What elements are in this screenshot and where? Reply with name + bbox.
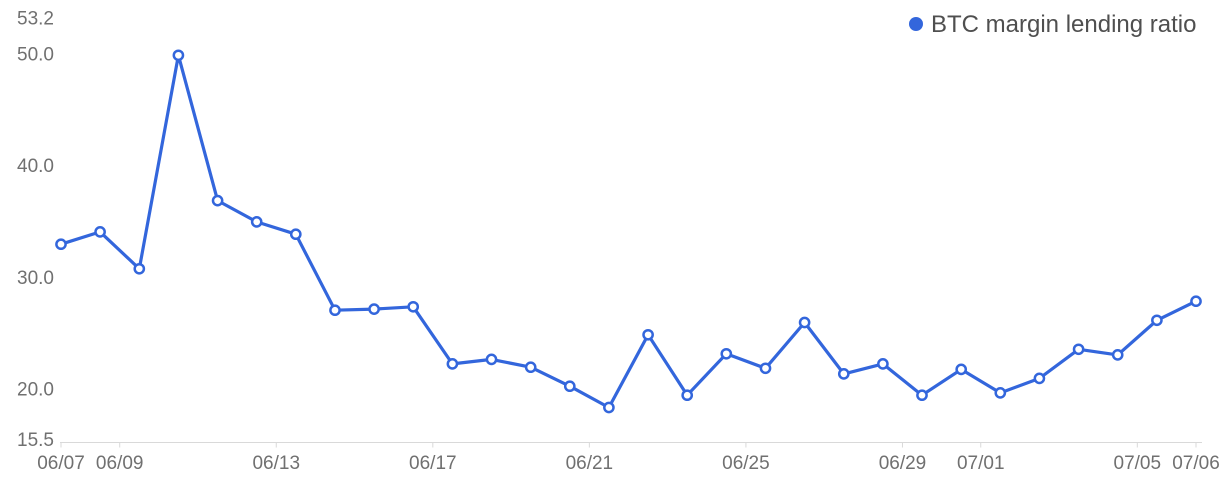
data-point-marker: [955, 363, 968, 376]
x-axis-label: 07/05: [1114, 453, 1162, 474]
data-point-marker: [485, 353, 498, 366]
y-axis-label: 53.2: [17, 9, 54, 30]
data-point-marker: [994, 387, 1007, 399]
data-point-marker: [1151, 314, 1163, 327]
data-point-marker: [368, 303, 380, 315]
data-point-marker: [837, 368, 850, 380]
data-point-marker: [133, 262, 146, 275]
data-point-marker: [642, 328, 654, 341]
x-axis: 06/07 06/09 06/13 06/17 06/21 06/25 06/29 07/01…: [37, 442, 1220, 474]
data-point-marker: [1033, 372, 1046, 385]
data-point-marker: [524, 361, 537, 374]
data-point-marker: [681, 389, 694, 402]
data-point-marker: [407, 300, 420, 313]
data-point-marker: [446, 358, 459, 370]
data-point-marker: [563, 380, 576, 393]
x-axis-label: 07/01: [957, 453, 1005, 474]
x-axis-label: 06/21: [566, 453, 614, 474]
data-point-marker: [55, 238, 67, 251]
data-point-marker: [172, 49, 185, 62]
data-point-marker: [720, 347, 733, 360]
y-axis-label: 30.0: [17, 268, 54, 289]
x-axis-label: 06/29: [879, 453, 927, 474]
y-axis-label: 50.0: [17, 44, 54, 65]
data-point-marker: [1072, 343, 1085, 356]
legend-label: BTC margin lending ratio: [931, 11, 1196, 38]
x-axis-label: 06/13: [252, 453, 300, 474]
data-point-marker: [1111, 349, 1124, 361]
data-point-marker: [94, 226, 106, 238]
series-line: [59, 53, 1198, 410]
x-axis-label: 07/06: [1172, 453, 1220, 474]
data-point-marker: [289, 228, 302, 241]
data-point-marker: [603, 401, 615, 414]
data-point-marker: [759, 362, 772, 375]
data-point-marker: [877, 358, 889, 370]
x-axis-label: 06/25: [722, 453, 770, 474]
y-axis-label: 20.0: [17, 380, 54, 401]
data-point-marker: [329, 304, 341, 317]
data-point-marker: [250, 216, 263, 228]
x-axis-label: 06/09: [96, 453, 144, 474]
legend-marker-icon: [909, 17, 923, 31]
y-axis-label: 40.0: [17, 156, 54, 177]
data-point-marker: [916, 389, 928, 402]
x-axis-label: 06/07: [37, 453, 85, 474]
data-point-marker: [798, 316, 811, 329]
series-group: [55, 49, 1202, 414]
y-axis: 53.2 50.0 40.0 30.0 20.0 15.5: [17, 9, 54, 452]
x-axis-label: 06/17: [409, 453, 457, 474]
y-axis-label: 15.5: [17, 430, 54, 451]
data-point-marker: [1190, 295, 1202, 308]
data-point-marker: [211, 194, 224, 207]
legend[interactable]: BTC margin lending ratio: [909, 11, 1196, 38]
